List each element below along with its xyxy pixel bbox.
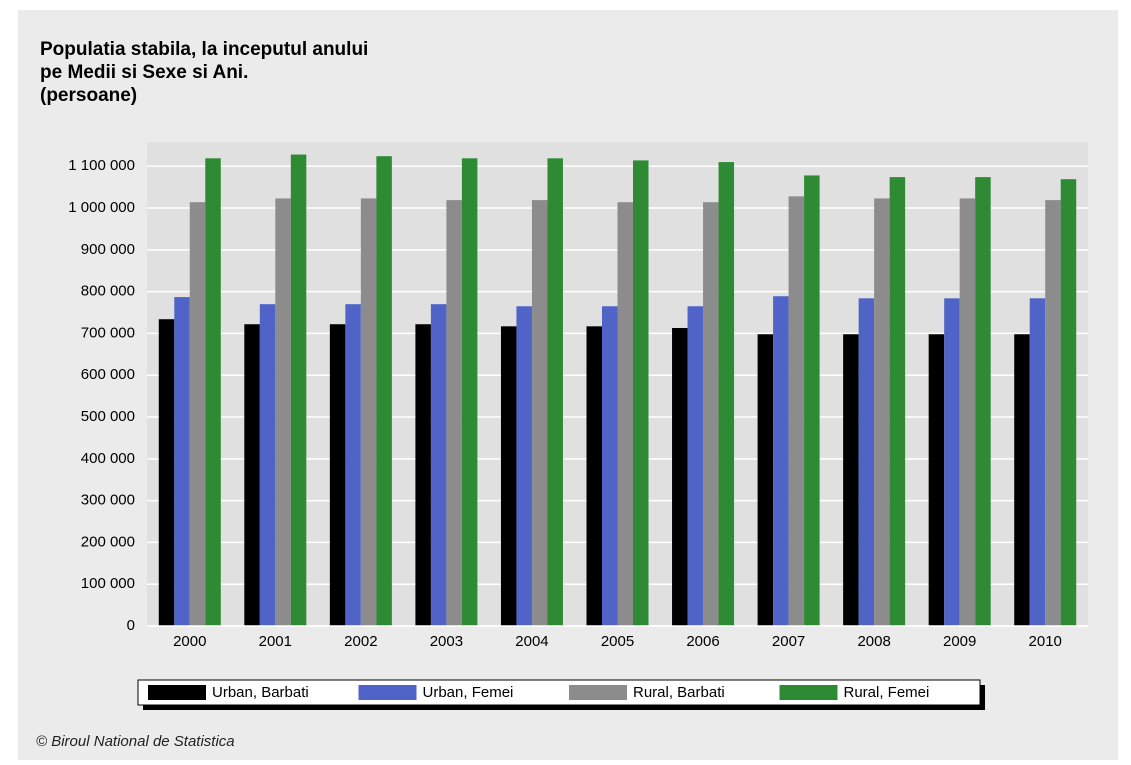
bar: [415, 324, 431, 626]
legend-label: Urban, Femei: [423, 684, 514, 701]
legend-swatch: [148, 685, 206, 700]
x-tick-label: 2000: [173, 633, 206, 650]
bar: [687, 306, 704, 626]
bar: [843, 334, 859, 626]
x-tick-label: 2003: [430, 633, 463, 650]
bar: [329, 324, 346, 626]
bar: [703, 202, 719, 626]
legend-label: Rural, Femei: [844, 684, 930, 701]
y-tick-label: 700 000: [81, 324, 135, 341]
bar: [275, 198, 291, 626]
bar: [244, 324, 260, 626]
bar: [259, 304, 276, 626]
source: © Biroul National de Statistica: [36, 733, 235, 750]
bar: [718, 162, 735, 626]
y-tick-label: 0: [127, 617, 135, 634]
x-tick-label: 2009: [943, 633, 976, 650]
chart-title: Populatia stabila, la inceputul anului: [40, 39, 368, 60]
bar: [804, 175, 820, 627]
bar: [360, 198, 377, 626]
bar: [1060, 179, 1077, 627]
bar: [889, 177, 906, 626]
y-tick-label: 900 000: [81, 241, 135, 258]
legend-swatch: [569, 685, 627, 700]
bar: [928, 334, 945, 626]
bar: [586, 326, 602, 626]
x-tick-label: 2010: [1029, 633, 1062, 650]
bar: [975, 177, 991, 626]
legend-swatch: [358, 685, 417, 700]
y-tick-label: 500 000: [81, 408, 135, 425]
bar: [757, 334, 774, 626]
bar: [189, 202, 206, 626]
x-tick-label: 2005: [601, 633, 634, 650]
bar: [944, 298, 960, 626]
x-tick-label: 2004: [515, 633, 548, 650]
y-tick-label: 400 000: [81, 450, 135, 467]
bar: [617, 202, 633, 626]
bar: [345, 304, 361, 626]
legend-label: Rural, Barbati: [633, 684, 725, 701]
bar: [602, 306, 618, 626]
y-tick-label: 1 000 000: [68, 199, 135, 216]
x-tick-label: 2002: [344, 633, 377, 650]
x-tick-label: 2001: [259, 633, 292, 650]
legend: [137, 679, 981, 706]
y-tick-label: 200 000: [81, 533, 135, 550]
bar: [174, 297, 190, 626]
bar: [446, 200, 462, 626]
bar: [788, 196, 805, 626]
bar: [633, 160, 649, 627]
bar: [773, 296, 789, 626]
bar: [516, 306, 532, 626]
y-tick-label: 800 000: [81, 283, 135, 300]
legend-swatch: [779, 685, 838, 700]
bar: [1045, 200, 1061, 626]
bar: [430, 304, 447, 626]
bar: [376, 156, 392, 627]
bar: [290, 154, 307, 626]
x-tick-label: 2006: [686, 633, 719, 650]
bar: [874, 198, 890, 626]
y-tick-label: 300 000: [81, 492, 135, 509]
bar: [531, 200, 548, 626]
chart-title: pe Medii si Sexe si Ani.: [40, 62, 248, 83]
x-tick-label: 2007: [772, 633, 805, 650]
bar: [672, 327, 688, 626]
bar: [205, 158, 221, 626]
title-group: Populatia stabila, la inceputul anului p…: [40, 39, 368, 106]
bar: [547, 158, 563, 626]
chart-title: (persoane): [40, 85, 137, 106]
y-tick-label: 100 000: [81, 575, 135, 592]
y-tick-label: 600 000: [81, 366, 135, 383]
bar: [959, 198, 976, 626]
x-tick-label: 2008: [857, 633, 890, 650]
y-tick-label: 1 100 000: [68, 157, 135, 174]
bar: [858, 298, 875, 626]
legend-label: Urban, Barbati: [212, 684, 309, 701]
bar: [158, 319, 175, 626]
bar: [461, 158, 478, 626]
bar: [500, 326, 517, 626]
bar: [1029, 298, 1046, 626]
bar: [1014, 334, 1030, 626]
